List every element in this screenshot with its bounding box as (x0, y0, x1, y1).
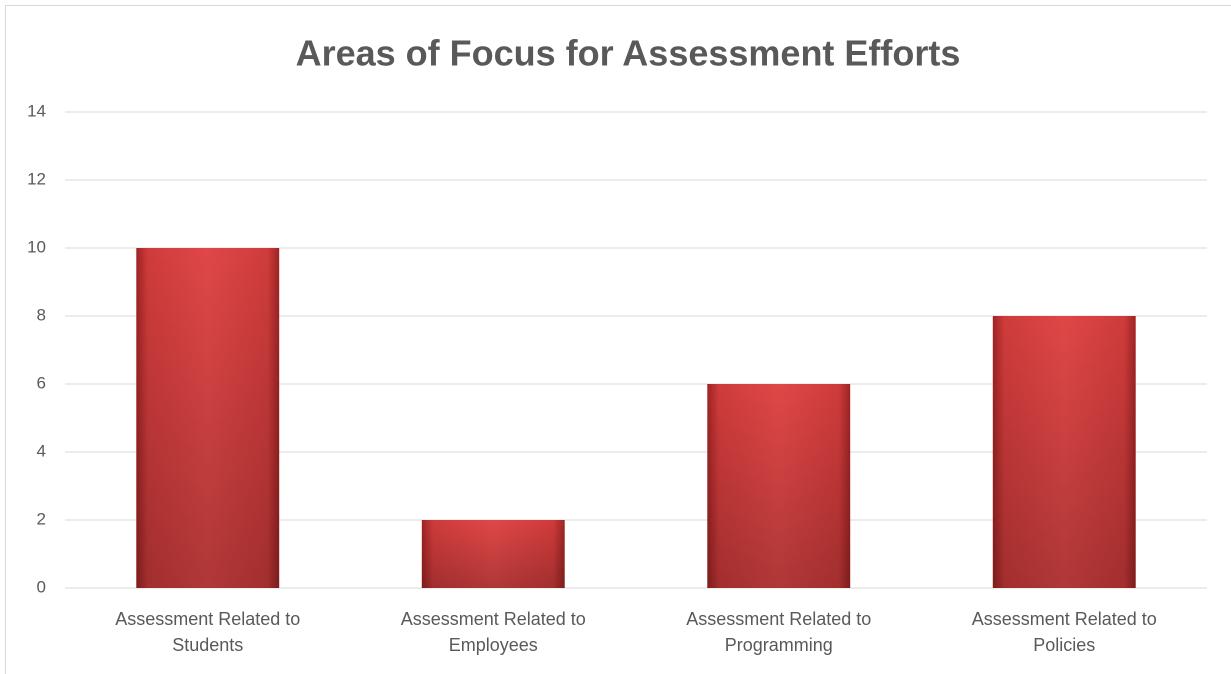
chart-frame (5, 5, 1231, 674)
bar (421, 520, 565, 588)
x-tick-label: Assessment Related to Policies (971, 609, 1157, 655)
y-tick-label: 10 (27, 237, 46, 256)
y-tick-label: 12 (27, 169, 46, 188)
bar (992, 316, 1136, 588)
chart-title: Areas of Focus for Assessment Efforts (296, 33, 961, 74)
y-tick-label: 14 (27, 101, 46, 120)
y-tick-label: 4 (37, 441, 46, 460)
bar (707, 384, 851, 588)
x-tick-label: Assessment Related to Employees (400, 609, 586, 655)
y-tick-label: 0 (37, 577, 46, 596)
bar-fill (707, 384, 851, 588)
bar-fill (136, 248, 280, 588)
y-tick-label: 8 (37, 305, 46, 324)
y-tick-label: 2 (37, 509, 46, 528)
bar-fill (421, 520, 565, 588)
bar (136, 248, 280, 588)
y-tick-label: 6 (37, 373, 46, 392)
bar-fill (992, 316, 1136, 588)
x-tick-label: Assessment Related to Programming (686, 609, 872, 655)
x-tick-label: Assessment Related to Students (115, 609, 301, 655)
